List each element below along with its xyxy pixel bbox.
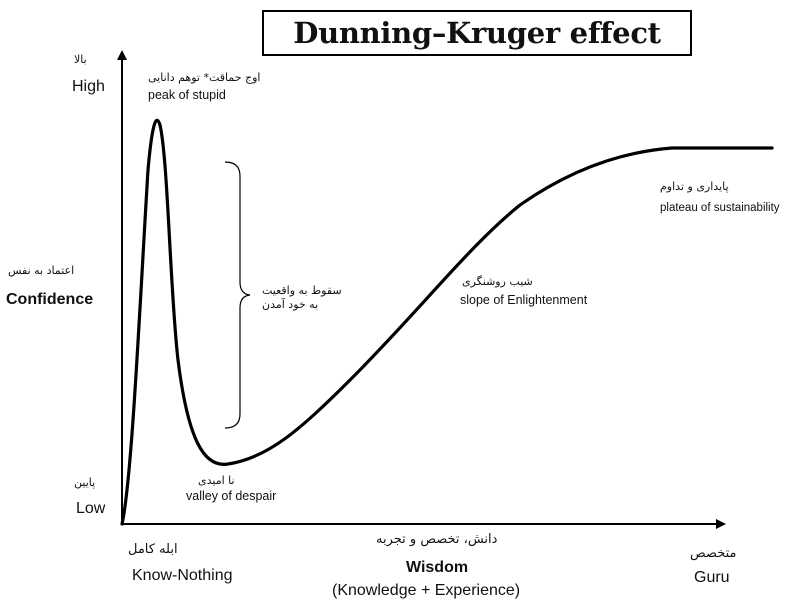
y-high-label: High xyxy=(72,78,105,95)
x-left-label: Know-Nothing xyxy=(132,567,233,584)
x-left-label-fa: ابله کامل xyxy=(128,542,178,557)
slope-label: slope of Enlightenment xyxy=(460,293,588,307)
plateau-label: plateau of sustainability xyxy=(660,202,780,214)
fall-bracket xyxy=(224,161,251,429)
y-axis-label: Confidence xyxy=(6,291,94,308)
y-low-label: Low xyxy=(76,500,106,517)
confidence-curve xyxy=(120,118,774,526)
valley-label-fa: نا امیدی xyxy=(198,474,235,487)
title-box: Dunning–Kruger effect xyxy=(262,10,692,56)
plateau-label-fa: پایداری و تداوم xyxy=(660,180,729,193)
y-axis-label-fa: اعتماد به نفس xyxy=(8,264,75,277)
y-high-label-fa: بالا xyxy=(74,53,87,66)
x-axis-label: Wisdom xyxy=(406,559,469,576)
y-low-label-fa: پایین xyxy=(74,476,96,489)
valley-label: valley of despair xyxy=(186,489,277,503)
x-right-label-fa: متخصص xyxy=(690,546,737,561)
x-axis-sublabel: (Knowledge + Experience) xyxy=(332,582,521,599)
slope-label-fa: شیب روشنگری xyxy=(462,275,533,288)
x-axis-label-fa: دانش، تخصص و تجربه xyxy=(376,532,498,547)
fall-label-fa-line2: به خود آمدن xyxy=(262,298,319,311)
x-right-label: Guru xyxy=(694,569,730,586)
peak-label-fa: اوج حماقت* توهم دانایی xyxy=(148,71,261,84)
diagram-title: Dunning–Kruger effect xyxy=(293,16,661,50)
peak-label: peak of stupid xyxy=(148,88,226,102)
fall-label-fa-line1: سقوط به واقعیت xyxy=(262,284,342,297)
